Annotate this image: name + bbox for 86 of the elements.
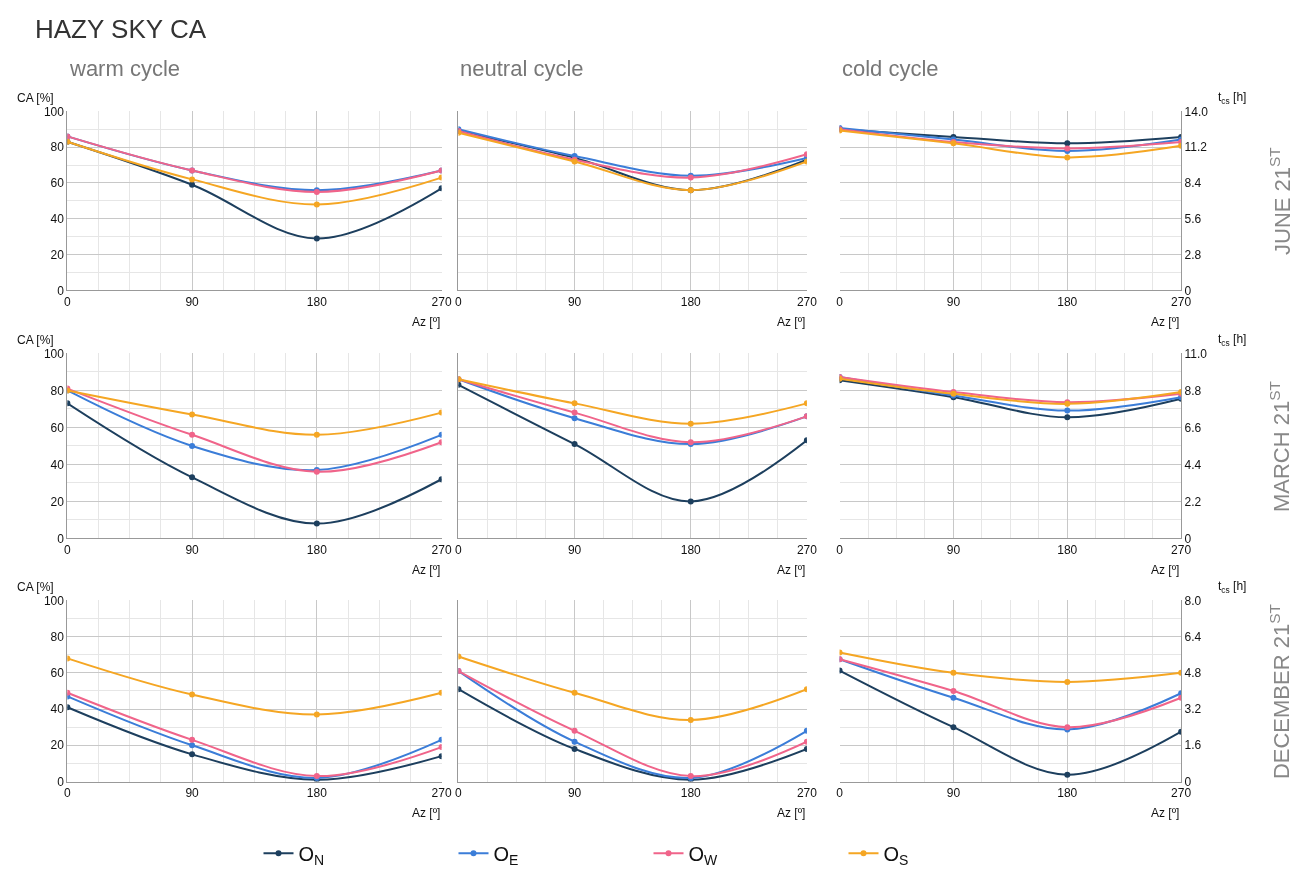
x-tick-label: 180 (680, 542, 702, 557)
y-tick-label: 6.6 (1184, 420, 1202, 435)
x-tick-label: 90 (946, 542, 961, 557)
y-tick-label: 60 (50, 420, 65, 435)
y-tick-label: 100 (43, 346, 65, 361)
y-tick-label: 80 (50, 140, 65, 155)
x-axis-title: Az [º] (412, 806, 441, 820)
x-tick-label: 180 (1057, 294, 1078, 309)
y-tick-label: 8.8 (1184, 383, 1202, 398)
y-axis-title: CA [%] (17, 333, 54, 347)
y-axis-title: t$_{cs}$ [h] (1218, 332, 1247, 348)
y-tick-label: 60 (50, 176, 65, 191)
chart-title: neutral cycle (460, 56, 584, 81)
x-tick-label: 90 (185, 294, 200, 309)
y-tick-label: 100 (43, 593, 65, 608)
legend-label: O$_{S}$ (883, 843, 909, 869)
y-tick-label: 0 (57, 774, 65, 789)
x-tick-label: 0 (836, 542, 844, 557)
y-tick-label: 11.0 (1184, 346, 1208, 361)
y-tick-label: 80 (50, 629, 65, 644)
x-tick-label: 270 (431, 294, 452, 309)
y-tick-label: 6.4 (1184, 629, 1202, 644)
x-tick-label: 180 (680, 294, 702, 309)
y-axis-title: CA [%] (17, 580, 54, 594)
legend-label: O$_{E}$ (493, 843, 519, 869)
y-tick-label: 3.2 (1184, 702, 1202, 717)
x-axis-title: Az [º] (777, 806, 806, 820)
y-tick-label: 2.8 (1184, 247, 1202, 262)
legend-label: O$_{N}$ (298, 843, 325, 869)
x-tick-label: 0 (455, 294, 463, 309)
x-axis-title: Az [º] (1151, 563, 1180, 577)
legend-label: O$_{W}$ (688, 843, 719, 869)
y-tick-label: 4.8 (1184, 666, 1202, 681)
y-tick-label: 100 (43, 104, 65, 119)
y-axis-title: t$_{cs}$ [h] (1218, 90, 1247, 106)
x-tick-label: 90 (567, 785, 582, 800)
x-tick-label: 0 (455, 785, 463, 800)
text: HAZY SKY CA (35, 14, 207, 44)
x-tick-label: 90 (567, 294, 582, 309)
chart-title: warm cycle (69, 56, 181, 81)
y-tick-label: 2.2 (1184, 494, 1202, 509)
y-tick-label: 80 (50, 383, 65, 398)
y-tick-label: 40 (50, 702, 65, 717)
x-tick-label: 270 (796, 785, 818, 800)
y-tick-label: 20 (50, 494, 65, 509)
x-axis-title: Az [º] (777, 563, 806, 577)
y-tick-label: 60 (50, 666, 65, 681)
x-axis-title: Az [º] (1151, 315, 1180, 329)
x-tick-label: 180 (1057, 785, 1078, 800)
chart-title: cold cycle (842, 56, 939, 81)
y-tick-label: 14.0 (1184, 104, 1209, 119)
y-tick-label: 8.0 (1184, 593, 1202, 608)
x-axis-title: Az [º] (1151, 806, 1180, 820)
y-axis-title: t$_{cs}$ [h] (1218, 579, 1247, 595)
x-axis-title: Az [º] (412, 315, 441, 329)
x-tick-label: 270 (796, 542, 818, 557)
x-tick-label: 0 (836, 785, 844, 800)
x-tick-label: 90 (946, 294, 961, 309)
x-tick-label: 180 (1057, 542, 1078, 557)
x-tick-label: 0 (836, 294, 844, 309)
x-tick-label: 180 (306, 294, 328, 309)
x-tick-label: 180 (680, 785, 702, 800)
y-tick-label: 8.4 (1184, 176, 1202, 191)
x-tick-label: 90 (946, 785, 961, 800)
y-axis-title: CA [%] (17, 91, 54, 105)
y-tick-label: 0 (57, 283, 65, 298)
x-tick-label: 90 (185, 542, 200, 557)
x-tick-label: 90 (185, 785, 200, 800)
x-tick-label: 180 (306, 785, 328, 800)
y-tick-label: 11.2 (1184, 140, 1208, 155)
y-tick-label: 20 (50, 247, 65, 262)
x-tick-label: 90 (567, 542, 582, 557)
y-tick-label: 5.6 (1184, 211, 1202, 226)
x-tick-label: 180 (306, 542, 328, 557)
x-tick-label: 270 (796, 294, 818, 309)
y-tick-label: 40 (50, 457, 65, 472)
x-axis-title: Az [º] (412, 563, 441, 577)
y-tick-label: 0 (57, 531, 65, 546)
y-tick-label: 1.6 (1184, 738, 1202, 753)
x-tick-label: 270 (431, 785, 452, 800)
y-tick-label: 40 (50, 211, 65, 226)
x-tick-label: 0 (455, 542, 463, 557)
y-tick-label: 4.4 (1184, 457, 1202, 472)
x-axis-title: Az [º] (777, 315, 806, 329)
y-tick-label: 20 (50, 738, 65, 753)
x-tick-label: 270 (431, 542, 452, 557)
